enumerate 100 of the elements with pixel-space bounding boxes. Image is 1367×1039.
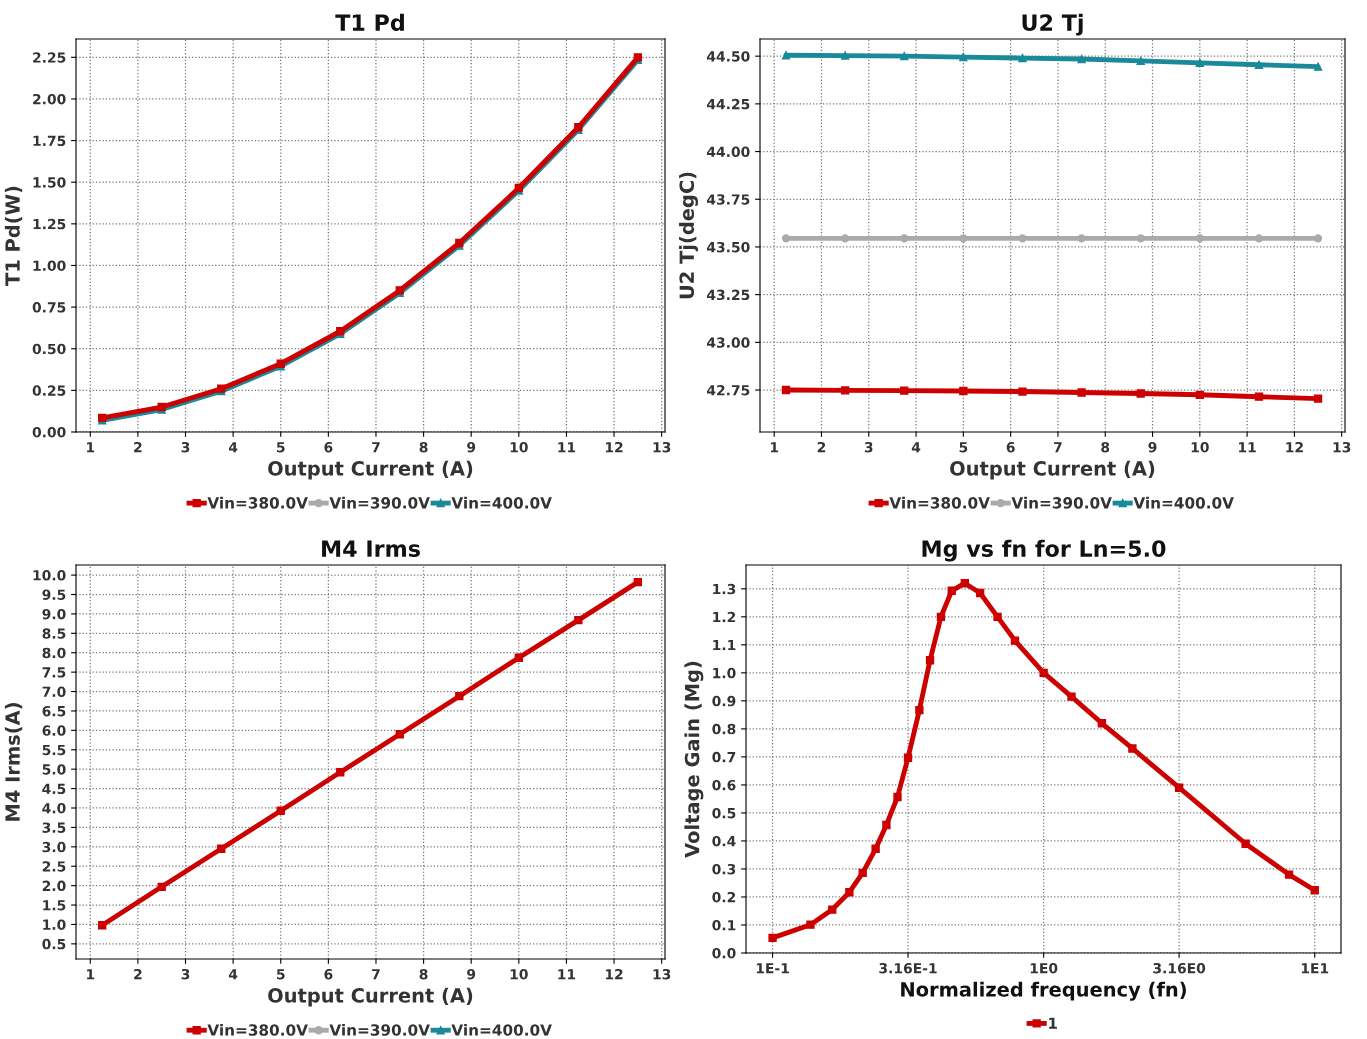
x-tick-label: 10 bbox=[510, 968, 528, 980]
x-tick-label: 4 bbox=[911, 442, 921, 453]
y-axis-title: Voltage Gain (Mg) bbox=[684, 661, 704, 858]
x-tick-label: 8 bbox=[419, 968, 428, 980]
y-tick-label: 0.6 bbox=[712, 779, 736, 791]
x-tick-label: 6 bbox=[324, 441, 333, 453]
y-tick-label: 1.0 bbox=[713, 667, 736, 679]
y-tick-label: 0.50 bbox=[32, 343, 66, 355]
legend-label: Vin=380.0V bbox=[207, 496, 308, 509]
x-axis-title: Output Current (A) bbox=[950, 460, 1155, 480]
legend-label: Vin=390.0V bbox=[1011, 496, 1112, 509]
y-tick-label: 43.00 bbox=[706, 337, 750, 348]
x-tick-label: 9 bbox=[1148, 441, 1157, 453]
y-tick-label: 3.0 bbox=[42, 841, 66, 853]
x-tick-label: 10 bbox=[510, 441, 528, 453]
legend-label: Vin=380.0V bbox=[207, 1023, 308, 1036]
x-tick-label: 13 bbox=[1333, 441, 1351, 453]
x-axis-title: Output Current (A) bbox=[268, 460, 473, 480]
x-tick-label: 9 bbox=[467, 441, 476, 453]
y-tick-label: 6.0 bbox=[42, 725, 66, 736]
y-tick-label: 0.25 bbox=[32, 385, 66, 396]
y-tick-label: 0.2 bbox=[712, 891, 736, 903]
x-tick-label: 2 bbox=[817, 441, 826, 453]
y-tick-label: 9.0 bbox=[42, 608, 66, 620]
x-tick-label: 11 bbox=[558, 442, 576, 453]
y-tick-label: 2.25 bbox=[33, 52, 66, 63]
x-tick-label: 1 bbox=[87, 442, 95, 453]
y-tick-label: 1.1 bbox=[713, 639, 736, 651]
y-tick-label: 44.50 bbox=[706, 51, 750, 62]
y-tick-label: 7.5 bbox=[42, 667, 66, 678]
y-tick-label: 10.0 bbox=[33, 570, 66, 581]
x-axis-title: Normalized frequency (fn) bbox=[901, 981, 1186, 1001]
y-tick-label: 2.00 bbox=[33, 93, 66, 105]
y-axis-title: M4 Irms(A) bbox=[4, 703, 23, 821]
y-tick-label: 0.75 bbox=[32, 302, 66, 313]
y-tick-label: 1.0 bbox=[43, 919, 66, 930]
y-tick-label: 0.0 bbox=[712, 947, 736, 959]
chart-title: Mg vs fn for Ln=5.0 bbox=[922, 539, 1166, 562]
y-tick-label: 0.1 bbox=[712, 919, 736, 931]
x-tick-label: 13 bbox=[653, 968, 671, 980]
x-tick-label: 9 bbox=[467, 968, 476, 980]
x-tick-label: 12 bbox=[605, 441, 623, 453]
x-tick-label: 6 bbox=[1006, 441, 1015, 453]
chart-title: U2 Tj bbox=[1022, 13, 1083, 36]
y-tick-label: 0.00 bbox=[32, 426, 66, 438]
x-tick-label: 1 bbox=[770, 442, 779, 453]
chart-title: M4 Irms bbox=[322, 540, 420, 557]
x-tick-label: 3.16E-1 bbox=[879, 962, 937, 974]
y-tick-label: 44.00 bbox=[706, 146, 750, 158]
y-axis-title: U2 Tj(degC) bbox=[679, 172, 699, 299]
legend-label: Vin=400.0V bbox=[451, 496, 552, 509]
legend-label: Vin=400.0V bbox=[451, 1023, 552, 1036]
y-tick-label: 43.75 bbox=[706, 194, 750, 205]
x-tick-label: 1 bbox=[87, 969, 95, 980]
x-tick-label: 3 bbox=[864, 441, 873, 453]
legend-label: Vin=380.0V bbox=[889, 496, 990, 509]
x-tick-label: 1E-1 bbox=[756, 963, 789, 974]
x-tick-label: 12 bbox=[1286, 441, 1303, 453]
x-tick-label: 5 bbox=[276, 442, 285, 453]
y-tick-label: 44.25 bbox=[706, 98, 750, 110]
y-tick-label: 43.25 bbox=[706, 289, 750, 301]
y-tick-label: 0.9 bbox=[712, 695, 736, 707]
y-tick-label: 1.75 bbox=[33, 135, 66, 147]
y-tick-label: 5.5 bbox=[42, 744, 66, 756]
y-tick-label: 42.75 bbox=[706, 385, 750, 396]
y-tick-label: 0.4 bbox=[712, 835, 736, 847]
y-tick-label: 1.25 bbox=[33, 218, 66, 230]
y-tick-label: 1.50 bbox=[33, 177, 66, 188]
x-tick-label: 8 bbox=[419, 441, 428, 453]
y-tick-label: 9.5 bbox=[42, 589, 66, 600]
y-axis-title: T1 Pd(W) bbox=[4, 186, 23, 286]
x-tick-label: 6 bbox=[324, 968, 333, 980]
x-tick-label: 2 bbox=[134, 441, 142, 453]
x-tick-label: 1E1 bbox=[1301, 963, 1329, 974]
y-tick-label: 1.5 bbox=[43, 900, 66, 911]
x-tick-label: 3 bbox=[181, 968, 190, 980]
x-tick-label: 11 bbox=[1239, 442, 1256, 453]
y-tick-label: 43.50 bbox=[706, 241, 750, 253]
y-tick-label: 0.7 bbox=[712, 751, 736, 763]
y-tick-label: 6.5 bbox=[42, 705, 66, 717]
y-tick-label: 0.5 bbox=[712, 807, 736, 819]
y-tick-label: 1.00 bbox=[33, 260, 66, 271]
y-tick-label: 2.0 bbox=[42, 880, 66, 892]
legend-label: 1 bbox=[1049, 1017, 1057, 1029]
x-tick-label: 11 bbox=[558, 969, 576, 980]
x-tick-label: 7 bbox=[372, 969, 380, 980]
y-tick-label: 1.2 bbox=[713, 611, 736, 623]
x-tick-label: 4 bbox=[228, 442, 238, 453]
y-tick-label: 7.0 bbox=[42, 686, 66, 698]
x-tick-label: 3.16E0 bbox=[1153, 962, 1206, 974]
x-tick-label: 7 bbox=[372, 442, 380, 453]
x-tick-label: 5 bbox=[959, 442, 968, 453]
x-tick-label: 4 bbox=[228, 969, 238, 980]
x-tick-label: 8 bbox=[1101, 441, 1110, 453]
y-tick-label: 8.5 bbox=[42, 628, 66, 639]
legend-label: Vin=400.0V bbox=[1133, 496, 1234, 509]
y-tick-label: 0.3 bbox=[712, 863, 736, 875]
y-tick-label: 1.3 bbox=[713, 583, 736, 595]
y-tick-label: 0.5 bbox=[42, 938, 66, 950]
y-tick-label: 5.0 bbox=[42, 764, 66, 775]
